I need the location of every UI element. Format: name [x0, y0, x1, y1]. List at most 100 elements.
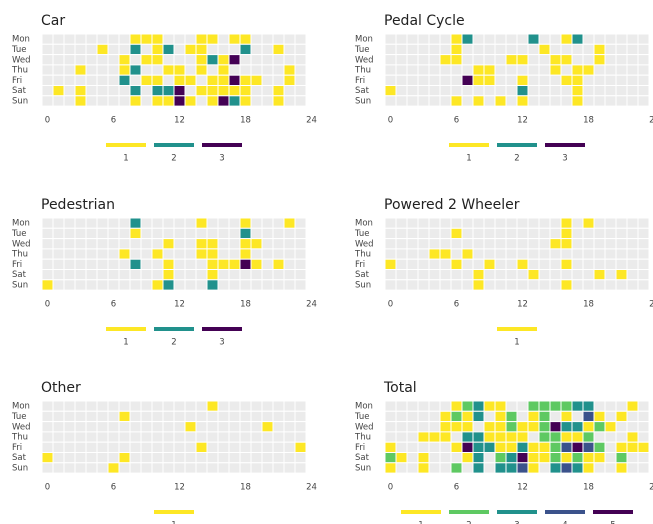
- heat-cell: [85, 95, 98, 107]
- panel-title: Car: [41, 13, 65, 29]
- heat-cell: [637, 400, 650, 412]
- heat-cell: [272, 74, 285, 86]
- heat-cell: [494, 248, 507, 260]
- heat-cell: [206, 269, 219, 281]
- heat-cell: [494, 85, 507, 97]
- legend-swatch: [449, 510, 489, 514]
- heat-cell: [527, 217, 540, 229]
- heat-cell: [637, 462, 650, 474]
- heat-cell: [173, 54, 186, 66]
- heat-cell: [637, 33, 650, 45]
- heat-cell: [571, 400, 584, 412]
- heat-cell: [615, 248, 628, 260]
- heat-cell: [184, 54, 197, 66]
- heat-cell: [417, 74, 430, 86]
- heat-cell: [283, 431, 296, 443]
- heat-cell: [505, 269, 518, 281]
- heat-cell: [516, 64, 529, 76]
- heat-cell: [63, 43, 76, 56]
- heat-cell: [140, 95, 153, 107]
- x-tick-label: 12: [174, 483, 185, 493]
- x-tick-label: 24: [306, 300, 317, 310]
- heat-cell: [96, 85, 109, 97]
- heat-cell: [151, 410, 164, 423]
- heat-cell: [516, 269, 529, 281]
- heat-cell: [527, 85, 540, 97]
- heat-cell: [428, 227, 441, 240]
- heat-cell: [173, 238, 186, 250]
- heat-cell: [538, 400, 551, 412]
- heat-cell: [472, 452, 485, 464]
- heat-cell: [395, 431, 408, 443]
- heat-cell: [85, 217, 98, 229]
- heat-cell: [406, 452, 419, 464]
- heat-cell: [74, 64, 87, 76]
- heat-cell: [461, 95, 474, 107]
- heat-cell: [549, 258, 562, 270]
- heat-cell: [637, 269, 650, 281]
- heat-cell: [560, 400, 573, 412]
- x-tick-label: 18: [240, 483, 251, 493]
- heat-cell: [538, 74, 551, 86]
- heat-cell: [107, 238, 120, 250]
- heat-cell: [582, 43, 595, 56]
- heat-cell: [604, 43, 617, 56]
- heat-cell: [439, 431, 452, 443]
- heat-cell: [571, 410, 584, 423]
- heat-cell: [96, 431, 109, 443]
- heat-cell: [450, 43, 463, 56]
- y-tick-label: Sun: [12, 96, 28, 106]
- heat-cell: [63, 64, 76, 76]
- panel-title: Other: [41, 380, 81, 396]
- heat-cell: [96, 400, 109, 412]
- heat-cell: [261, 64, 274, 76]
- heat-cell: [74, 441, 87, 453]
- x-tick-label: 12: [174, 300, 185, 310]
- heat-cell: [505, 258, 518, 270]
- heat-cell: [272, 54, 285, 66]
- heat-cell: [107, 431, 120, 443]
- heat-cell: [118, 258, 131, 270]
- y-tick-label: Sat: [12, 453, 27, 463]
- heat-cell: [406, 269, 419, 281]
- heat-cell: [505, 217, 518, 229]
- heat-cell: [593, 43, 606, 56]
- heat-cell: [52, 227, 65, 240]
- x-tick-label: 12: [517, 116, 528, 126]
- heat-cell: [151, 248, 164, 260]
- heat-cell: [162, 33, 175, 45]
- heat-cell: [494, 64, 507, 76]
- heat-cell: [294, 441, 307, 453]
- heat-cell: [107, 217, 120, 229]
- heat-cell: [173, 227, 186, 240]
- heat-cell: [428, 95, 441, 107]
- heat-cell: [206, 238, 219, 250]
- heat-cell: [206, 74, 219, 86]
- x-tick-label: 24: [649, 300, 653, 310]
- heat-cell: [173, 74, 186, 86]
- heat-cell: [41, 95, 54, 107]
- legend-label: 1: [466, 154, 471, 164]
- heat-cell: [483, 400, 496, 412]
- heat-cell: [294, 421, 307, 433]
- heat-cell: [428, 54, 441, 66]
- heat-cell: [604, 217, 617, 229]
- heat-cell: [41, 452, 54, 464]
- heat-cell: [96, 227, 109, 240]
- heat-cell: [472, 54, 485, 66]
- x-tick-label: 24: [649, 116, 653, 126]
- heat-cell: [461, 258, 474, 270]
- heat-cell: [74, 431, 87, 443]
- heat-cell: [96, 64, 109, 76]
- heat-cell: [527, 74, 540, 86]
- heat-cell: [162, 227, 175, 240]
- heat-cell: [52, 85, 65, 97]
- x-tick-label: 0: [388, 116, 393, 126]
- heat-cell: [206, 400, 219, 412]
- heat-cell: [184, 410, 197, 423]
- heat-cell: [637, 95, 650, 107]
- heat-cell: [118, 217, 131, 229]
- heat-cell: [195, 400, 208, 412]
- heat-cell: [283, 54, 296, 66]
- heat-cell: [406, 462, 419, 474]
